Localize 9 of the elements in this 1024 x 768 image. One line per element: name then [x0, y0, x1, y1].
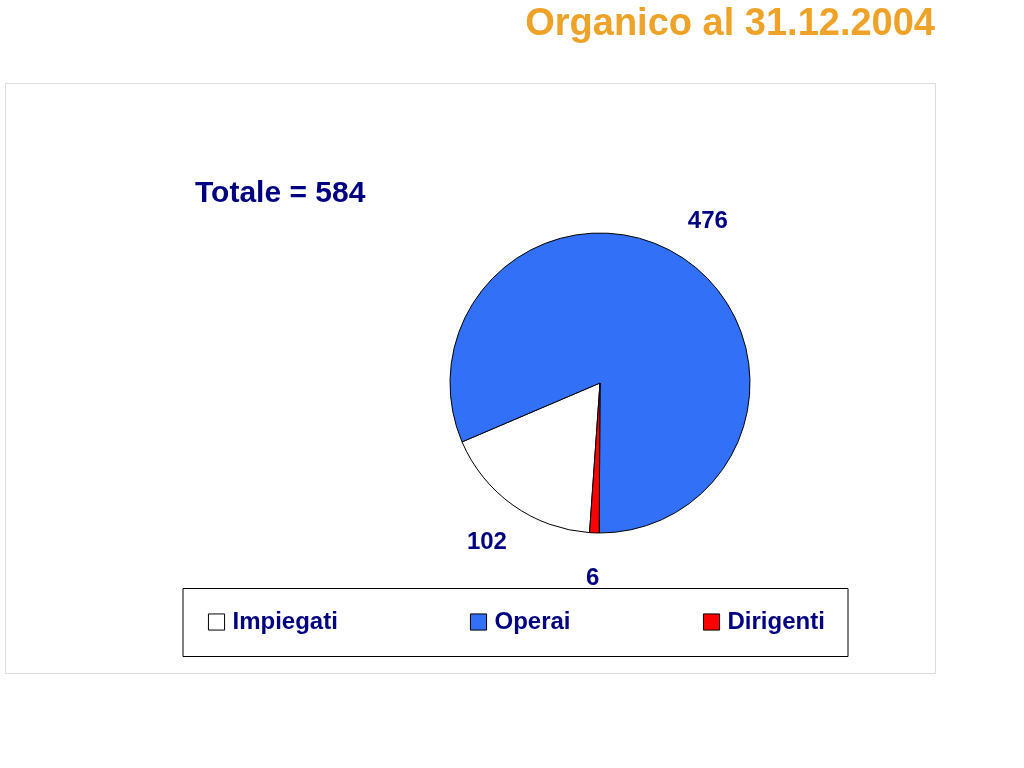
chart-subtitle: Totale = 584: [195, 175, 366, 208]
legend-label: Dirigenti: [727, 607, 825, 634]
data-label: 476: [687, 205, 728, 233]
data-label: 6: [586, 562, 600, 590]
legend-label: Operai: [494, 607, 571, 634]
chart-title: Organico al 31.12.2004: [525, 1, 935, 43]
data-label: 102: [466, 526, 507, 554]
pie-slice: [449, 232, 751, 534]
legend-label: Impiegati: [232, 607, 338, 634]
